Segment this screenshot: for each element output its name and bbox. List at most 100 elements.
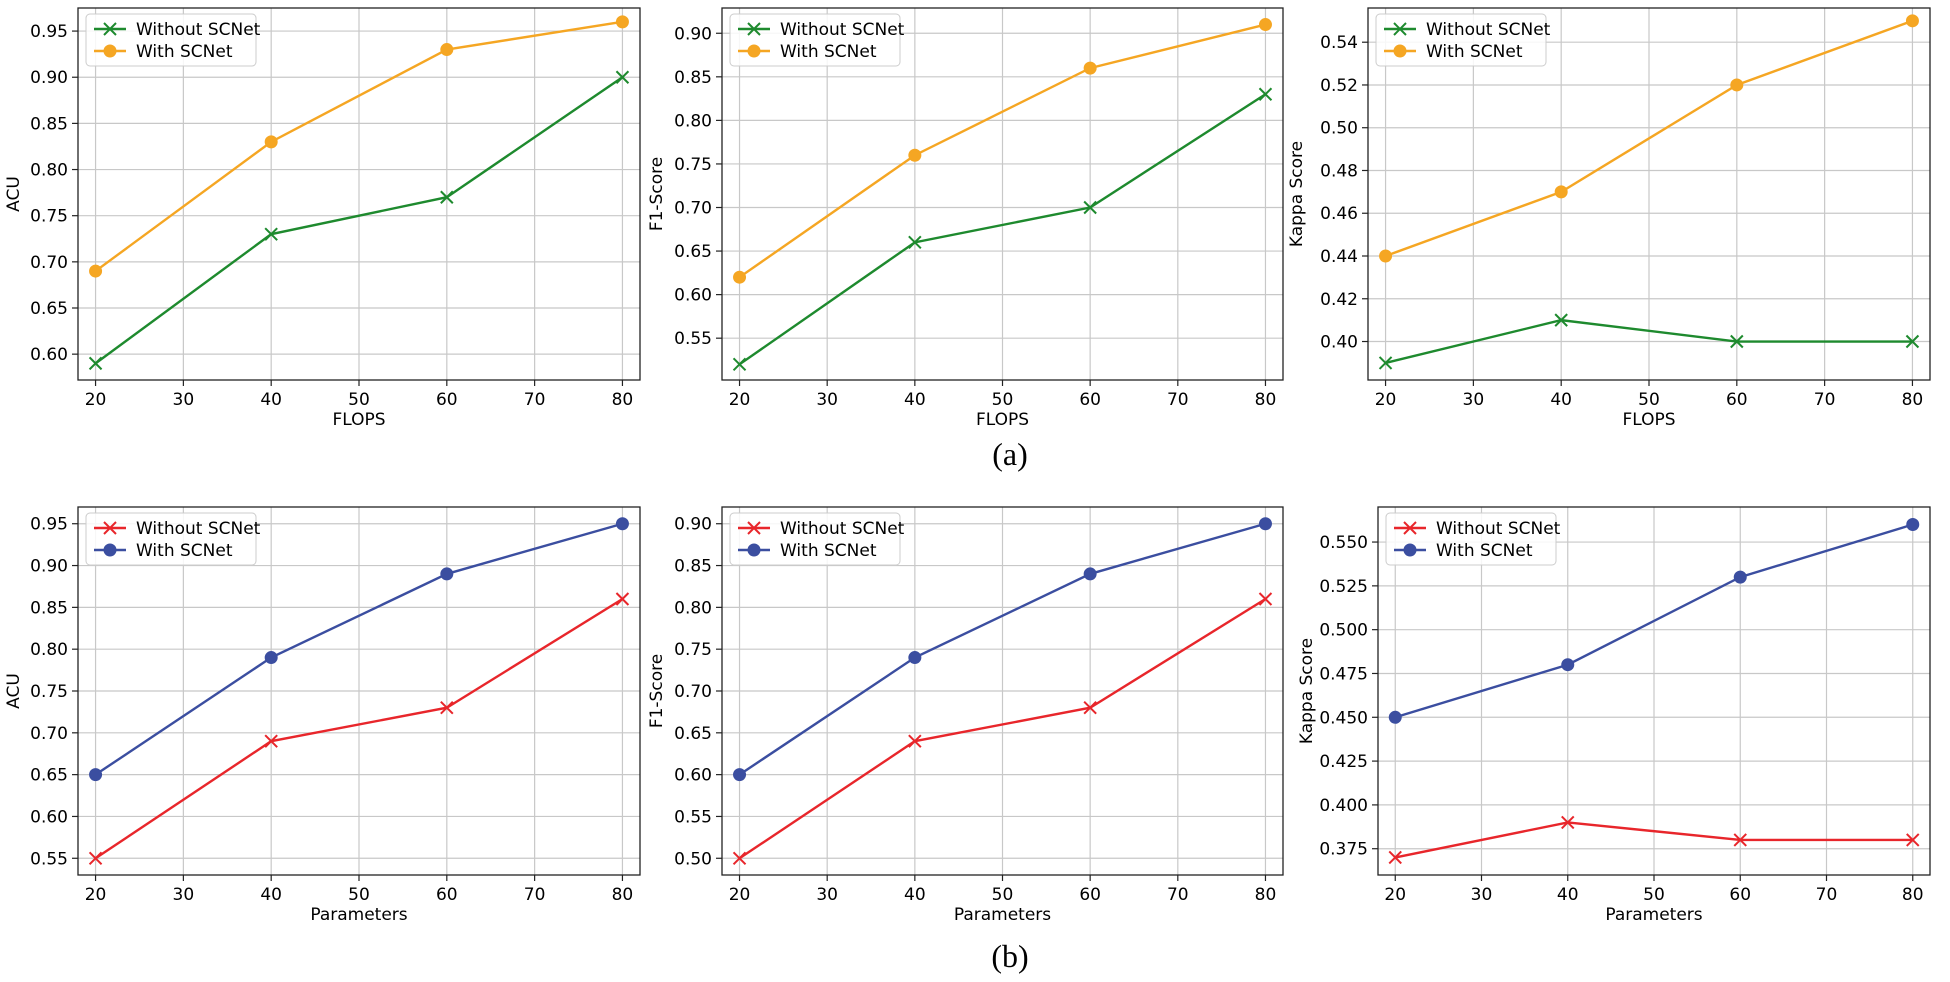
- series-line: [738, 23, 1266, 279]
- data-point: [1258, 517, 1272, 531]
- chart-panel-5: 20 30 40 50 60 70 80 0.50 0.55 0.60 0.65 0.70 0.75 0.…: [647, 506, 1284, 925]
- y-tick-label: 0.550: [1319, 533, 1368, 553]
- x-axis-label: FLOPS: [1622, 410, 1675, 430]
- x-tick-label: 80: [1902, 390, 1924, 410]
- y-tick-label: 0.70: [30, 253, 68, 273]
- data-point: [440, 43, 454, 57]
- x-tick-label: 70: [524, 885, 546, 905]
- data-point: [89, 264, 103, 278]
- data-point: [440, 567, 454, 581]
- y-tick-label: 0.525: [1319, 577, 1368, 597]
- series-with-scnet: [733, 517, 1272, 782]
- y-tick-label: 0.75: [674, 640, 712, 660]
- series-without-scnet: [732, 592, 1273, 865]
- legend-label: With SCNet: [1426, 42, 1523, 62]
- y-tick-label: 0.40: [1320, 333, 1358, 353]
- y-tick-label: 0.50: [1320, 119, 1358, 139]
- x-tick-label: 70: [1816, 885, 1838, 905]
- x-tick-label: 50: [992, 390, 1014, 410]
- data-point: [615, 15, 629, 29]
- y-tick-label: 0.54: [1320, 33, 1358, 53]
- data-point: [1561, 658, 1575, 672]
- y-axis-label: ACU: [4, 176, 24, 212]
- x-tick-label: 70: [1814, 390, 1836, 410]
- data-point: [908, 734, 922, 748]
- legend-label: Without SCNet: [780, 519, 905, 539]
- x-axis-label: Parameters: [1605, 905, 1702, 925]
- data-point: [1258, 18, 1272, 32]
- y-tick-label: 0.55: [674, 329, 712, 349]
- y-tick-label: 0.80: [674, 598, 712, 618]
- data-point: [1554, 313, 1568, 327]
- legend-marker: [747, 44, 761, 58]
- x-tick-label: 20: [729, 390, 751, 410]
- x-tick-label: 80: [1255, 885, 1277, 905]
- data-point: [615, 592, 630, 606]
- x-tick-label: 40: [904, 390, 926, 410]
- y-tick-label: 0.85: [30, 114, 68, 134]
- legend-box: [85, 13, 257, 67]
- legend-label: With SCNet: [1436, 541, 1533, 561]
- y-tick-label: 0.75: [30, 207, 68, 227]
- series-without-scnet: [1378, 313, 1920, 370]
- data-point: [733, 768, 747, 782]
- x-axis-label: Parameters: [310, 905, 407, 925]
- data-point: [1083, 567, 1097, 581]
- x-tick-label: 70: [524, 390, 546, 410]
- y-tick-label: 0.475: [1319, 664, 1368, 684]
- y-tick-label: 0.90: [674, 24, 712, 44]
- y-tick-label: 0.48: [1320, 161, 1358, 181]
- legend-marker: [1393, 22, 1407, 36]
- data-point: [908, 148, 922, 162]
- legend-marker: [103, 543, 117, 557]
- y-tick-label: 0.70: [30, 724, 68, 744]
- x-tick-label: 20: [85, 390, 107, 410]
- data-point: [264, 227, 278, 241]
- series-with-scnet: [1379, 14, 1919, 263]
- legend-label: With SCNet: [780, 541, 877, 561]
- caption-b: (b): [991, 938, 1029, 974]
- data-point: [1906, 833, 1920, 847]
- data-point: [89, 768, 103, 782]
- y-tick-label: 0.65: [30, 766, 68, 786]
- y-axis-label: ACU: [4, 673, 24, 709]
- legend-label: With SCNet: [136, 541, 233, 561]
- legend-marker: [1393, 44, 1407, 58]
- x-tick-label: 80: [612, 885, 634, 905]
- x-tick-label: 40: [260, 885, 282, 905]
- y-tick-label: 0.85: [30, 598, 68, 618]
- data-point: [88, 356, 103, 371]
- legend-box: [85, 512, 257, 566]
- y-tick-label: 0.65: [30, 299, 68, 319]
- data-point: [264, 651, 278, 665]
- series-line: [94, 597, 624, 860]
- legend-box: [1375, 13, 1547, 67]
- x-tick-label: 40: [260, 390, 282, 410]
- x-tick-label: 50: [992, 885, 1014, 905]
- y-tick-label: 0.52: [1320, 76, 1358, 96]
- y-tick-label: 0.85: [674, 68, 712, 88]
- series-line: [738, 597, 1267, 860]
- y-axis-label: F1-Score: [647, 654, 667, 728]
- data-point: [1083, 200, 1097, 215]
- legend-marker: [747, 521, 761, 535]
- y-tick-label: 0.90: [30, 68, 68, 88]
- legend-label: Without SCNet: [1436, 519, 1561, 539]
- legend-label: Without SCNet: [780, 20, 905, 40]
- legend-label: With SCNet: [780, 42, 877, 62]
- data-point: [264, 734, 278, 748]
- x-tick-label: 30: [1471, 885, 1493, 905]
- y-tick-label: 0.95: [30, 515, 68, 535]
- x-tick-label: 30: [816, 885, 838, 905]
- series-line: [738, 93, 1267, 366]
- data-point: [908, 651, 922, 665]
- y-axis-label: Kappa Score: [1287, 141, 1307, 247]
- y-tick-label: 0.90: [674, 515, 712, 535]
- x-tick-label: 50: [1638, 390, 1660, 410]
- x-tick-label: 40: [1550, 390, 1572, 410]
- y-tick-label: 0.80: [30, 640, 68, 660]
- data-point: [615, 70, 630, 84]
- x-tick-label: 60: [1726, 390, 1748, 410]
